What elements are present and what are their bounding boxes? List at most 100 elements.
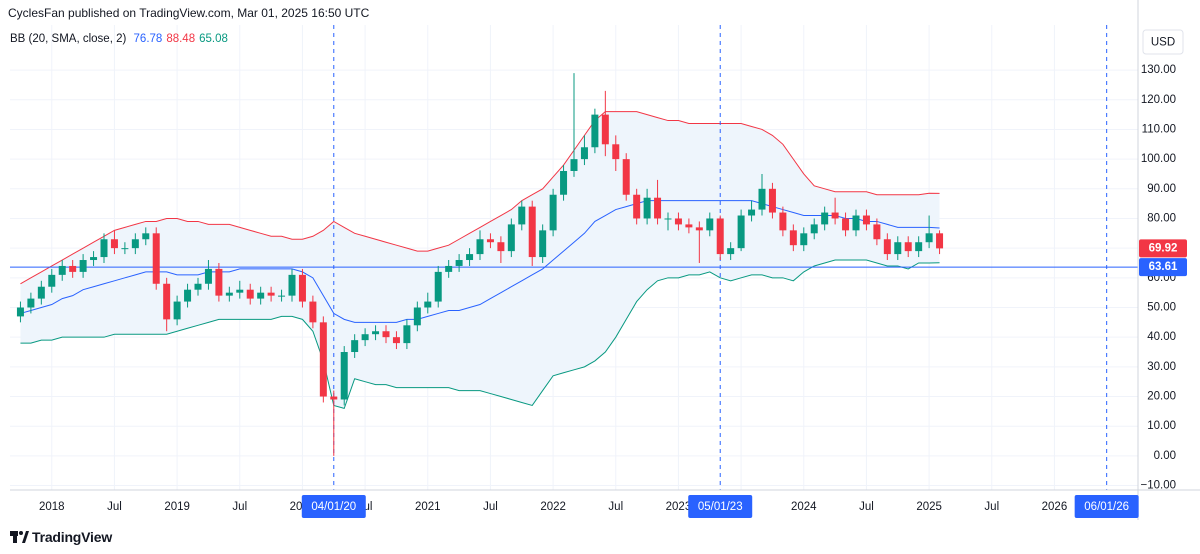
candle-body	[173, 301, 181, 320]
candle-body	[215, 268, 223, 296]
candle-body	[768, 188, 776, 213]
y-tick-label: 40.00	[1147, 331, 1176, 343]
candle-body	[591, 114, 599, 148]
x-tick-label: Jul	[483, 501, 498, 513]
candle-body	[131, 239, 139, 249]
candle-body	[904, 242, 912, 252]
candle-body	[789, 230, 797, 246]
candle-body	[894, 242, 902, 255]
candle-body	[298, 274, 306, 302]
x-tick-label: Jul	[984, 501, 999, 513]
candle-body	[100, 239, 108, 258]
candle-body	[528, 206, 536, 258]
annotation-box	[688, 495, 753, 518]
candle-body	[925, 233, 933, 243]
x-tick-label: 2022	[540, 501, 566, 513]
x-tick-label: 2025	[916, 501, 942, 513]
x-tick-label: 2021	[415, 501, 441, 513]
annotation-label: 05/01/23	[698, 501, 743, 513]
candle-body	[110, 239, 118, 249]
candle-body	[340, 352, 348, 400]
candle-body	[194, 283, 202, 290]
last-price-label: 69.92	[1149, 242, 1178, 254]
candle-body	[695, 227, 703, 231]
candle-body	[622, 159, 630, 195]
candle-body	[278, 295, 286, 297]
band-line	[20, 259, 940, 410]
candle-body	[466, 254, 474, 261]
annotation-label: 04/01/20	[311, 501, 356, 513]
candle-body	[518, 206, 526, 225]
candle-body	[434, 271, 442, 302]
y-tick-label: 30.00	[1147, 361, 1176, 373]
candle-body	[831, 212, 839, 219]
candle-body	[184, 289, 192, 302]
candle-body	[372, 331, 380, 335]
candle-body	[643, 197, 651, 219]
candle-body	[873, 224, 881, 240]
y-tick-label: 120.00	[1141, 94, 1176, 106]
candle-body	[455, 260, 463, 266]
candle-body	[539, 230, 547, 258]
candle-body	[27, 298, 35, 308]
candle-body	[319, 322, 327, 397]
candle-body	[654, 197, 662, 219]
y-tick-label: −10.00	[1141, 480, 1177, 492]
candle-body	[580, 147, 588, 160]
candle-body	[37, 286, 45, 299]
x-tick-label: 2018	[39, 501, 65, 513]
candle-body	[16, 307, 24, 317]
band-line	[20, 111, 940, 285]
candle-body	[361, 334, 369, 341]
y-tick-label: 20.00	[1147, 391, 1176, 403]
x-tick-label: 2019	[164, 501, 190, 513]
y-tick-label: 50.00	[1147, 302, 1176, 314]
candle-body	[936, 233, 944, 249]
candle-body	[267, 292, 275, 296]
x-tick-label: 2023	[666, 501, 692, 513]
y-tick-label: 10.00	[1147, 420, 1176, 432]
indicator-value: 76.78	[133, 33, 163, 45]
candle-body	[392, 337, 400, 344]
candle-body	[476, 239, 484, 255]
candle-body	[727, 248, 735, 255]
candle-body	[601, 114, 609, 145]
candle-body	[779, 212, 787, 231]
candle-body	[748, 209, 756, 216]
footer-brand: TradingView	[32, 529, 113, 545]
candle-body	[142, 233, 150, 240]
candle-body	[883, 239, 891, 255]
logo-part	[22, 531, 29, 543]
candle-body	[330, 396, 338, 400]
currency-box	[1142, 29, 1184, 55]
y-tick-label: 0.00	[1154, 450, 1176, 462]
candle-body	[121, 248, 129, 250]
candle-body	[204, 268, 212, 284]
candle-body	[560, 170, 568, 195]
plot-area	[10, 25, 1138, 490]
candle-body	[915, 242, 923, 252]
candle-body	[633, 194, 641, 219]
candle-body	[737, 215, 745, 249]
candle-body	[852, 215, 860, 231]
candle-body	[90, 257, 98, 261]
logo-part	[19, 531, 23, 535]
candle-body	[862, 215, 870, 225]
level-price-box	[1139, 258, 1187, 277]
x-tick-label: 2026	[1042, 501, 1068, 513]
candle-body	[382, 331, 390, 338]
x-tick-label: 2024	[791, 501, 817, 513]
annotation-box	[1074, 495, 1139, 518]
candle-body	[246, 289, 254, 299]
candle-body	[163, 283, 171, 320]
x-tick-label: Jul	[608, 501, 623, 513]
candle-body	[309, 301, 317, 323]
candle-body	[69, 265, 77, 272]
candle-body	[424, 301, 432, 308]
candle-body	[257, 292, 265, 299]
candle-body	[225, 292, 233, 296]
candle-body	[507, 224, 515, 252]
band-line	[20, 200, 940, 323]
